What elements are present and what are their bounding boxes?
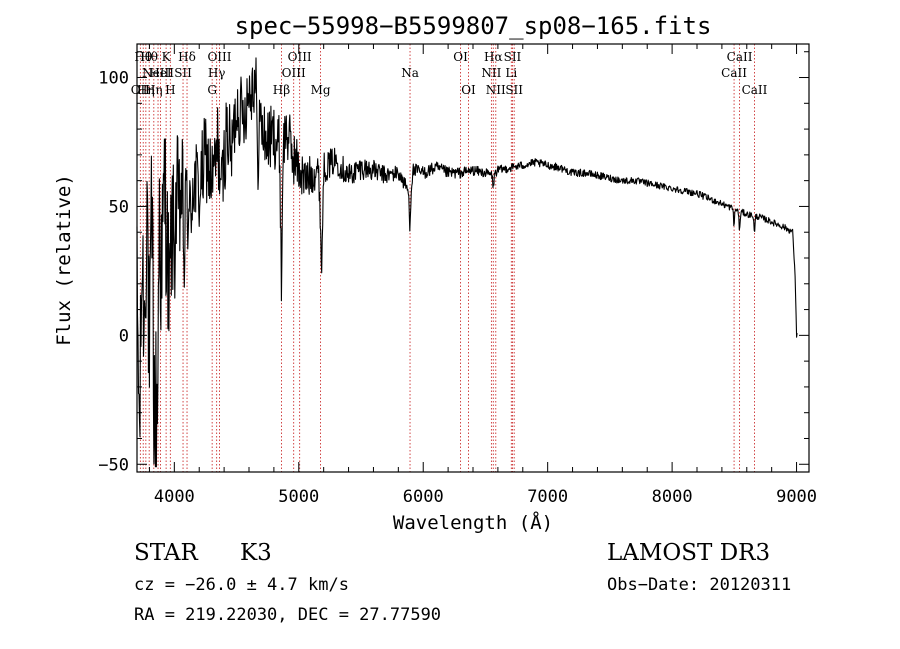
line-label: Li	[505, 66, 517, 80]
line-label: Hη	[145, 83, 163, 97]
chart-title: spec−55998−B5599807_sp08−165.fits	[235, 12, 712, 40]
line-label: SII	[504, 50, 522, 64]
spectral-line-markers	[139, 44, 755, 472]
line-label: H	[165, 83, 175, 97]
line-label: Hγ	[208, 66, 226, 80]
line-label: Hβ	[273, 83, 290, 97]
velocity-readout: cz = −26.0 ± 4.7 km/s	[134, 575, 349, 595]
line-label: NeIII	[142, 66, 174, 80]
line-label: CaII	[727, 50, 753, 64]
x-tick-label: 8000	[652, 487, 693, 507]
x-tick-label: 4000	[154, 487, 195, 507]
line-label: OII	[131, 83, 151, 97]
survey-name: LAMOST DR3	[607, 540, 771, 566]
object-class: STAR	[134, 540, 198, 566]
line-label: Na	[401, 66, 419, 80]
y-tick-label: 100	[98, 69, 129, 89]
y-tick-label: 50	[109, 197, 129, 217]
y-axis: −50 0 50 100	[98, 51, 809, 475]
line-label: OI	[453, 50, 468, 64]
spectrum-line	[136, 57, 798, 468]
x-tick-label: 6000	[403, 487, 444, 507]
y-tick-label: 0	[119, 326, 129, 346]
line-label: HeI	[149, 66, 172, 80]
line-label: Hα	[484, 50, 503, 64]
line-label: NII	[481, 66, 501, 80]
observation-date: Obs−Date: 20120311	[607, 575, 792, 595]
line-label: Hθ	[140, 50, 158, 64]
line-label: Hδ	[178, 50, 196, 64]
line-label: CaII	[721, 66, 747, 80]
line-label: CaII	[742, 83, 768, 97]
line-label: OIII	[288, 50, 312, 64]
line-label: OIII	[207, 50, 231, 64]
x-axis-label: Wavelength (Å)	[393, 511, 553, 534]
line-label: NII	[486, 83, 506, 97]
line-label: G	[207, 83, 217, 97]
object-subclass: K3	[240, 540, 272, 566]
line-label: OI	[461, 83, 476, 97]
line-label: SII	[505, 83, 523, 97]
y-axis-label: Flux (relative)	[53, 174, 75, 346]
coordinates-readout: RA = 219.22030, DEC = 27.77590	[134, 605, 442, 625]
line-label: OIII	[282, 66, 306, 80]
x-axis: 4000 5000 6000 7000 8000 9000	[148, 44, 817, 507]
x-tick-label: 7000	[527, 487, 568, 507]
x-tick-label: 5000	[278, 487, 319, 507]
line-label: Mg	[311, 83, 331, 97]
line-label: Hθ	[134, 50, 152, 64]
line-label: SII	[174, 66, 192, 80]
y-tick-label: −50	[98, 455, 129, 475]
x-tick-label: 9000	[776, 487, 817, 507]
line-label: K	[162, 50, 172, 64]
line-label: Hη	[137, 83, 155, 97]
